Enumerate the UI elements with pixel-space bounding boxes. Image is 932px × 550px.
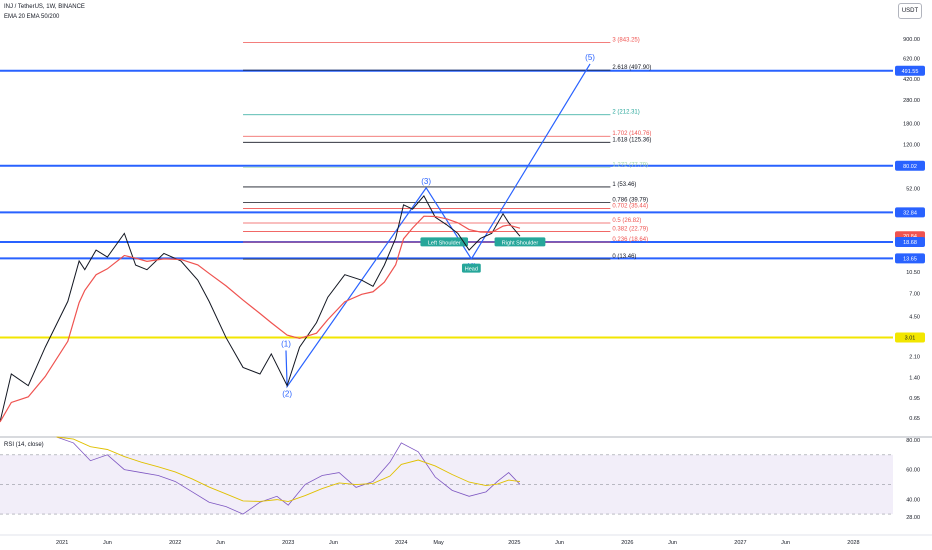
- fib-level-label: 0.382 (22.79): [612, 227, 648, 233]
- time-axis-tick: 2024: [395, 540, 407, 546]
- rsi-axis-tick: 28.00: [906, 515, 920, 521]
- fib-level-label: 1.272 (77.79): [612, 162, 648, 168]
- fib-level-label: 2 (212.31): [612, 110, 639, 116]
- price-axis-tick: 180.00: [903, 121, 920, 127]
- price-label-bg: [895, 65, 925, 76]
- elliott-wave-path: [285, 63, 591, 389]
- fib-level-label: 0.786 (39.79): [612, 197, 648, 203]
- time-axis-tick: 2026: [621, 540, 633, 546]
- time-axis-tick: 2028: [847, 540, 859, 546]
- time-axis-tick: 2023: [282, 540, 294, 546]
- price-axis-tick: 10.50: [906, 270, 920, 276]
- price-axis-tick: 0.95: [909, 396, 920, 402]
- price-axis-tick: 280.00: [903, 98, 920, 104]
- rsi-ma-line: [56, 436, 521, 503]
- rsi-axis-tick: 60.00: [906, 468, 920, 474]
- price-line: [0, 195, 521, 423]
- fib-level-label: 0.5 (26.82): [612, 218, 641, 224]
- price-label: 80.02: [903, 164, 917, 170]
- time-axis-tick: Jun: [216, 540, 225, 546]
- time-axis-tick: Jun: [103, 540, 112, 546]
- price-label-bg: [895, 332, 925, 343]
- price-axis-tick: 4.50: [909, 314, 920, 320]
- elliott-wave-label: (3): [421, 177, 431, 186]
- rsi-axis-tick: 40.00: [906, 497, 920, 503]
- time-axis-tick: 2022: [169, 540, 181, 546]
- price-label: 491.55: [902, 69, 919, 75]
- price-label: 3.01: [905, 336, 916, 342]
- rsi-legend: RSI (14, close): [4, 442, 44, 448]
- pattern-label-bg: [420, 237, 469, 247]
- pattern-label: Right Shoulder: [502, 240, 539, 246]
- time-axis-tick: 2027: [734, 540, 746, 546]
- pattern-label: Left Shoulder: [428, 240, 461, 246]
- ema-line: [0, 215, 521, 423]
- time-axis-tick: Jun: [668, 540, 677, 546]
- fib-level-label: 1.618 (125.36): [612, 137, 651, 143]
- price-label-bg: [895, 207, 925, 218]
- price-axis-tick: 900.00: [903, 37, 920, 43]
- price-axis-tick: 120.00: [903, 143, 920, 149]
- fib-level-label: 0.236 (18.64): [612, 237, 648, 243]
- price-label: 13.65: [903, 256, 917, 262]
- price-axis-tick: 1.40: [909, 376, 920, 382]
- rsi-series: [56, 436, 521, 515]
- price-axis-tick: 620.00: [903, 57, 920, 63]
- fib-level-label: 2.618 (497.90): [612, 65, 651, 71]
- currency-button[interactable]: USDT: [898, 3, 922, 19]
- pattern-label: Head: [465, 267, 478, 273]
- horizontal-levels: [0, 69, 893, 339]
- time-axis-tick: Jun: [329, 540, 338, 546]
- pattern-label-bg: [494, 237, 546, 247]
- elliott-wave-label: (1): [281, 339, 291, 348]
- price-axis-tick: 2.10: [909, 354, 920, 360]
- price-label: 32.84: [903, 210, 917, 216]
- rsi-panel: [0, 436, 932, 515]
- time-axis-tick: 2025: [508, 540, 520, 546]
- time-axis-tick: May: [433, 540, 444, 546]
- rsi-axis-tick: 80.00: [906, 438, 920, 444]
- fib-levels: 3 (843.25) 2.618 (497.90) 2 (212.31) 1.702 …: [243, 38, 651, 260]
- fib-level-label: 1.702 (140.76): [612, 131, 651, 137]
- fib-level-label: 1 (53.46): [612, 182, 636, 188]
- price-axis-tick: 420.00: [903, 77, 920, 83]
- price-label-bg: [895, 236, 925, 247]
- time-axis-tick: 2021: [56, 540, 68, 546]
- elliott-wave-label: (2): [282, 390, 292, 399]
- fib-level-label: 0.702 (35.44): [612, 203, 648, 209]
- time-axis-tick: Jun: [781, 540, 790, 546]
- price-series: [0, 195, 521, 423]
- price-label-bg: [895, 160, 925, 171]
- time-axis-tick: Jun: [555, 540, 564, 546]
- rsi-line: [56, 436, 521, 515]
- symbol-legend: INJ / TetherUS, 1W, BINANCE: [4, 4, 85, 10]
- price-label: 18.68: [903, 240, 917, 246]
- elliott-wave-label: (5): [585, 53, 595, 62]
- price-axis-tick: 52.00: [906, 186, 920, 192]
- price-axis-tick: 0.65: [909, 416, 920, 422]
- pattern-label-bg: [461, 263, 481, 273]
- ema-legend: EMA 20 EMA 50/200: [4, 14, 60, 20]
- price-axis-tick: 7.00: [909, 291, 920, 297]
- fib-level-label: 0 (13.46): [612, 254, 636, 260]
- price-label-bg: [895, 253, 925, 264]
- fib-level-label: 3 (843.25): [612, 38, 639, 44]
